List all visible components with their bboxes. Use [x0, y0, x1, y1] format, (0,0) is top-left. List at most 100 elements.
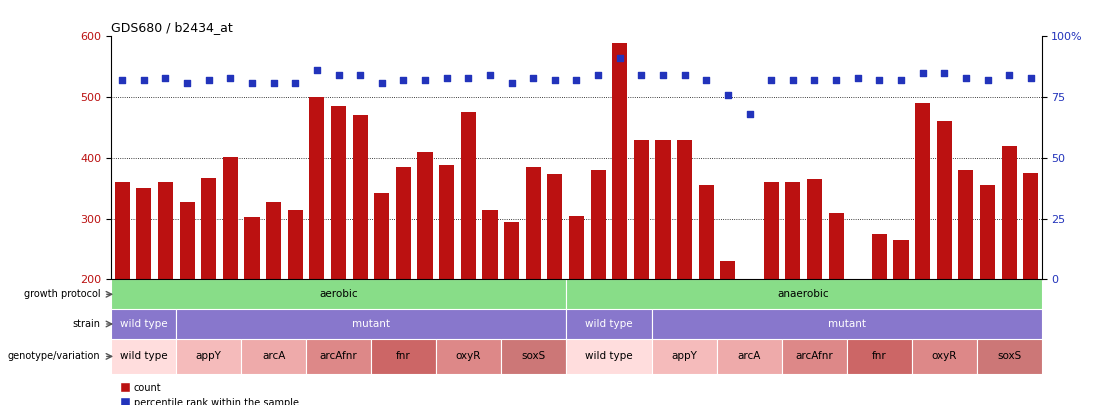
Text: growth protocol: growth protocol [23, 289, 100, 299]
Bar [850, 293, 866, 401]
Point [199, 77, 217, 83]
Point [913, 70, 931, 76]
Bar [1001, 146, 1017, 401]
Bar [287, 210, 303, 401]
Bar [306, 339, 371, 374]
Point [351, 72, 369, 79]
Bar [371, 339, 436, 374]
Point [481, 72, 499, 79]
Point [307, 67, 325, 74]
Bar [911, 339, 977, 374]
Bar [504, 222, 519, 401]
Bar [613, 43, 627, 401]
Point [741, 111, 759, 117]
Point [610, 55, 628, 62]
Point [676, 72, 694, 79]
Bar [872, 234, 887, 401]
Point [762, 77, 780, 83]
Point [417, 77, 434, 83]
Bar [893, 240, 909, 401]
Bar [763, 182, 779, 401]
Bar [436, 339, 501, 374]
Bar [111, 339, 176, 374]
Text: strain: strain [72, 319, 100, 329]
Point [222, 75, 240, 81]
Bar [782, 339, 847, 374]
Bar [847, 339, 911, 374]
Bar [566, 279, 1042, 309]
Point [589, 72, 607, 79]
Point [394, 77, 412, 83]
Point [936, 70, 954, 76]
Bar [547, 174, 563, 401]
Bar [652, 339, 717, 374]
Bar [202, 178, 216, 401]
Bar [111, 309, 176, 339]
Point [1000, 72, 1018, 79]
Bar [937, 122, 951, 401]
Bar [176, 309, 566, 339]
Text: wild type: wild type [120, 352, 168, 361]
Point [157, 75, 175, 81]
Text: arcA: arcA [262, 352, 285, 361]
Bar [461, 112, 476, 401]
Point [849, 75, 867, 81]
Text: arcAfnr: arcAfnr [320, 352, 358, 361]
Bar [176, 339, 242, 374]
Bar [111, 279, 566, 309]
Point [330, 72, 348, 79]
Point [870, 77, 888, 83]
Bar [136, 188, 152, 401]
Point [719, 92, 736, 98]
Point [697, 77, 715, 83]
Bar [980, 185, 995, 401]
Point [459, 75, 477, 81]
Point [957, 75, 975, 81]
Point [265, 79, 283, 86]
Point [828, 77, 846, 83]
Text: wild type: wild type [585, 319, 633, 329]
Bar [807, 179, 822, 401]
Bar [374, 193, 390, 401]
Bar [526, 167, 540, 401]
Point [135, 77, 153, 83]
Point [525, 75, 543, 81]
Point [784, 77, 802, 83]
Text: appY: appY [196, 352, 222, 361]
Point [805, 77, 823, 83]
Bar [590, 170, 606, 401]
Bar [266, 202, 281, 401]
Text: fnr: fnr [872, 352, 887, 361]
Point [502, 79, 520, 86]
Point [654, 72, 672, 79]
Text: genotype/variation: genotype/variation [8, 352, 100, 361]
Bar [977, 339, 1042, 374]
Point [978, 77, 996, 83]
Text: anaerobic: anaerobic [778, 289, 830, 299]
Text: fnr: fnr [397, 352, 411, 361]
Text: soxS: soxS [997, 352, 1022, 361]
Bar [829, 213, 843, 401]
Bar [655, 140, 671, 401]
Bar [310, 97, 324, 401]
Bar [566, 339, 652, 374]
Text: GDS680 / b2434_at: GDS680 / b2434_at [111, 21, 233, 34]
Text: oxyR: oxyR [931, 352, 957, 361]
Point [633, 72, 651, 79]
Point [178, 79, 196, 86]
Bar [158, 182, 173, 401]
Bar [439, 165, 455, 401]
Text: arcA: arcA [737, 352, 761, 361]
Text: wild type: wild type [585, 352, 633, 361]
Point [243, 79, 261, 86]
Bar [353, 115, 368, 401]
Text: appY: appY [672, 352, 697, 361]
Point [438, 75, 456, 81]
Text: mutant: mutant [828, 319, 866, 329]
Point [1022, 75, 1039, 81]
Text: mutant: mutant [352, 319, 390, 329]
Text: aerobic: aerobic [320, 289, 358, 299]
Text: oxyR: oxyR [456, 352, 481, 361]
Legend: count, percentile rank within the sample: count, percentile rank within the sample [116, 379, 303, 405]
Point [568, 77, 586, 83]
